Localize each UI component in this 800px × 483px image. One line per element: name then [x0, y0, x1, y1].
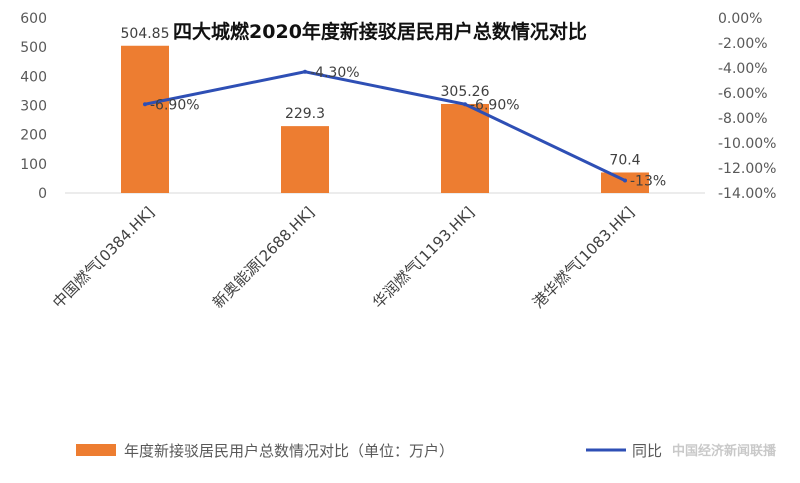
legend: 年度新接驳居民用户总数情况对比（单位：万户） 同比: [76, 442, 662, 460]
category-label: 中国燃气[0384.HK]: [49, 203, 158, 312]
bar-data-label: 504.85: [121, 26, 170, 42]
category-label: 新奥能源[2688.HK]: [209, 203, 318, 312]
line-data-label: -4.30%: [310, 65, 360, 81]
bar: [121, 45, 169, 194]
y-right-tick-label: -2.00%: [718, 36, 768, 52]
y-left-tick-label: 100: [20, 157, 47, 173]
chart-title: 四大城燃2020年度新接驳居民用户总数情况对比: [173, 20, 587, 43]
watermark: 中国经济新闻联播: [672, 443, 777, 459]
bar: [281, 126, 329, 193]
y-right-tick-label: -6.00%: [718, 86, 768, 102]
legend-label-line: 同比: [632, 442, 662, 460]
y-right-tick-label: -12.00%: [718, 161, 776, 177]
line-data-label: -6.90%: [150, 97, 200, 113]
y-right-tick-label: -10.00%: [718, 136, 776, 152]
legend-swatch-bars: [76, 444, 116, 456]
legend-label-bars: 年度新接驳居民用户总数情况对比（单位：万户）: [124, 442, 454, 460]
line-series: [143, 69, 627, 183]
bar-data-label: 229.3: [285, 106, 325, 122]
category-label: 华润燃气[1193.HK]: [369, 203, 478, 312]
y-right-tick-label: -14.00%: [718, 186, 776, 202]
y-right-tick-label: -8.00%: [718, 111, 768, 127]
line-path: [144, 70, 626, 182]
data-labels: 504.85 229.3 305.26 70.4 -6.90% -4.30% -6.90% -…: [121, 26, 667, 190]
bar-data-label: 70.4: [609, 152, 640, 168]
category-label: 港华燃气[1083.HK]: [529, 203, 638, 312]
line-point: [143, 102, 147, 107]
bar: [441, 103, 489, 193]
line-data-label: -13%: [630, 174, 666, 190]
y-right-tick-label: 0.00%: [718, 11, 762, 27]
y-left-tick-label: 300: [20, 99, 47, 115]
y-left-tick-label: 200: [20, 128, 47, 144]
y-left-tick-label: 500: [20, 40, 47, 56]
bar: [601, 172, 649, 193]
bar-series: [121, 45, 649, 194]
y-right-tick-label: -4.00%: [718, 61, 768, 77]
line-point: [623, 178, 627, 183]
line-data-label: -6.90%: [470, 97, 520, 113]
line-point: [463, 102, 467, 107]
bar-data-label: 305.26: [441, 84, 490, 100]
y-left-tick-label: 400: [20, 69, 47, 85]
y-left-tick-label: 600: [20, 11, 47, 27]
y-left-tick-label: 0: [38, 186, 47, 202]
line-point: [303, 69, 307, 74]
